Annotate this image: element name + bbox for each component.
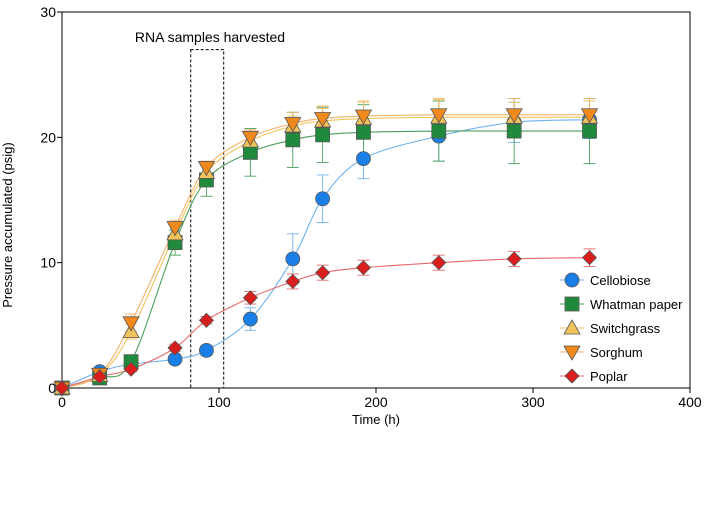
x-tick-label: 300 xyxy=(521,394,545,410)
x-tick-label: 200 xyxy=(364,394,388,410)
rna-harvest-label: RNA samples harvested xyxy=(135,29,285,45)
legend-label: Sorghum xyxy=(590,345,643,360)
x-tick-label: 100 xyxy=(207,394,231,410)
data-point xyxy=(242,311,258,327)
legend-label: Poplar xyxy=(590,369,628,384)
legend-item: Cellobiose xyxy=(560,272,651,288)
data-point xyxy=(356,124,371,140)
data-point xyxy=(431,123,447,139)
series xyxy=(53,98,599,397)
legend-item: Poplar xyxy=(560,368,628,384)
legend-item: Whatman paper xyxy=(560,296,683,312)
data-point xyxy=(580,108,599,124)
data-point xyxy=(354,109,373,125)
series-line xyxy=(61,116,590,389)
data-point xyxy=(285,132,301,148)
data-point xyxy=(506,251,522,267)
legend-label: Whatman paper xyxy=(590,297,683,312)
markers-poplar xyxy=(54,250,598,396)
series-line xyxy=(61,119,590,389)
data-point xyxy=(123,361,139,377)
legend-item: Switchgrass xyxy=(560,319,661,336)
data-point xyxy=(315,191,331,207)
data-point xyxy=(285,273,301,290)
data-point xyxy=(166,221,184,237)
data-point xyxy=(54,380,70,396)
series-line xyxy=(61,257,590,389)
data-point xyxy=(505,108,523,124)
x-tick-label: 0 xyxy=(58,394,66,410)
legend-marker xyxy=(563,319,581,335)
data-point xyxy=(355,260,372,276)
data-point xyxy=(242,290,258,306)
data-point xyxy=(122,316,140,332)
data-point xyxy=(167,340,183,356)
x-axis-title: Time (h) xyxy=(352,412,400,427)
y-axis-title: Pressure accumulated (psig) xyxy=(0,142,15,307)
data-point xyxy=(315,265,331,281)
rna-harvest-box xyxy=(190,49,225,389)
data-point xyxy=(430,108,448,124)
legend-label: Switchgrass xyxy=(590,321,661,336)
legend-marker xyxy=(563,345,581,361)
legend-item: Sorghum xyxy=(560,345,643,361)
data-point xyxy=(198,312,215,328)
legend-marker xyxy=(564,296,580,312)
legend: Cellobiose Whatman paper Switchgrass Sorghu… xyxy=(560,272,683,384)
data-point xyxy=(506,123,522,139)
legend-marker xyxy=(564,272,580,288)
data-point xyxy=(197,161,216,177)
data-point xyxy=(315,127,331,143)
data-point xyxy=(356,151,371,167)
data-point xyxy=(285,251,301,267)
annotation: RNA samples harvested xyxy=(135,29,285,389)
data-point xyxy=(92,369,108,385)
data-point xyxy=(431,255,447,271)
legend-marker xyxy=(564,368,580,384)
y-tick-label: 10 xyxy=(40,255,56,271)
y-tick-label: 30 xyxy=(40,4,56,20)
data-point xyxy=(582,123,597,139)
axes: 0 100 200 300 400 0 10 20 30 xyxy=(40,4,701,410)
data-point xyxy=(199,342,214,358)
legend-label: Cellobiose xyxy=(590,273,651,288)
y-tick-label: 20 xyxy=(40,129,56,145)
data-point xyxy=(581,250,598,266)
y-tick-label: 0 xyxy=(48,380,56,396)
data-point xyxy=(241,130,260,147)
x-tick-label: 400 xyxy=(678,394,702,410)
data-point xyxy=(313,112,332,128)
data-point xyxy=(284,117,302,133)
